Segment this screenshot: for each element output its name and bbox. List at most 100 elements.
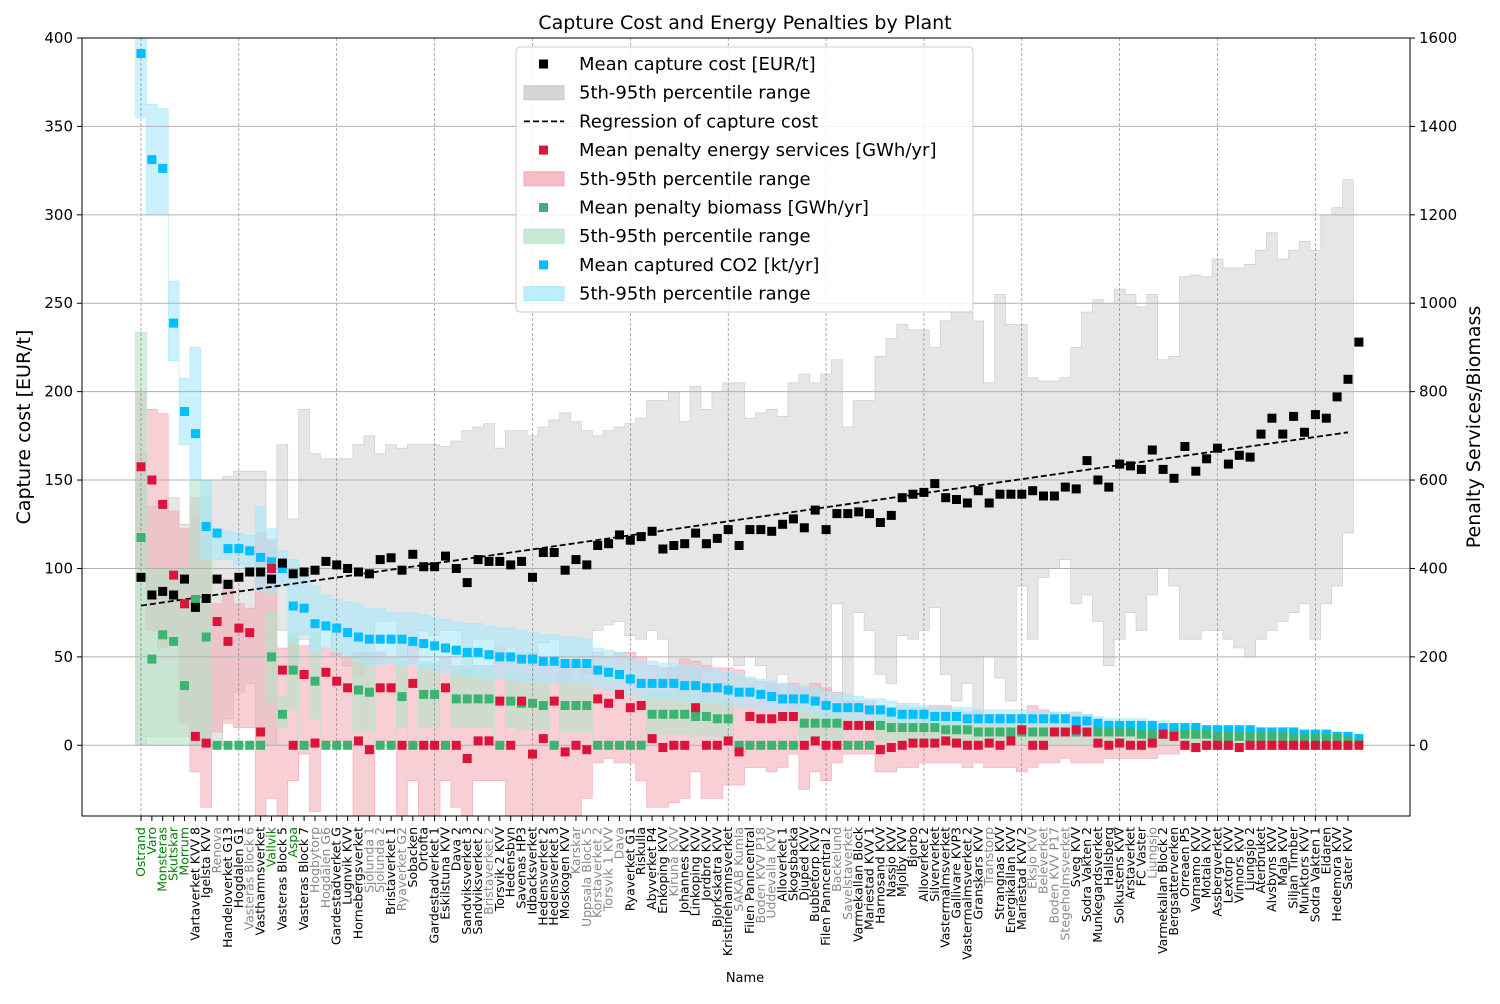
data-point: [821, 525, 831, 535]
data-point: [451, 740, 461, 750]
x-tick-label: Filen Panncentral 2: [818, 827, 833, 946]
legend-box: [515, 46, 974, 313]
x-tick-label: Munkegardsverket: [1090, 827, 1105, 943]
x-tick-label: Ryaverket G1: [622, 827, 637, 911]
data-point: [952, 495, 961, 504]
series-0: [136, 337, 1364, 612]
data-point: [147, 590, 157, 600]
data-point: [245, 567, 255, 577]
x-tick-label: Renova: [209, 827, 224, 873]
data-point: [180, 407, 189, 416]
data-point: [256, 552, 266, 562]
data-point: [636, 678, 646, 688]
data-point: [865, 705, 874, 715]
data-point: [952, 725, 961, 735]
x-tick-label: Bergsatterverken: [1166, 827, 1181, 936]
data-point: [528, 572, 537, 582]
data-point: [962, 498, 972, 508]
x-tick-label: Varo: [144, 827, 159, 855]
data-point: [1310, 740, 1320, 750]
legend-label: 5th-95th percentile range: [579, 284, 811, 305]
legend-label: Regression of capture cost: [579, 111, 818, 132]
data-point: [1017, 714, 1027, 724]
data-point: [223, 544, 233, 554]
data-point: [1234, 743, 1244, 752]
data-point: [908, 489, 918, 499]
data-point: [604, 667, 614, 677]
data-point: [1245, 740, 1255, 750]
data-point: [375, 555, 385, 565]
x-tick-label: Varnamo KVV: [1188, 827, 1203, 912]
data-point: [908, 738, 918, 748]
data-point: [354, 685, 363, 695]
x-tick-label: Aterbruket: [1253, 827, 1268, 894]
data-point: [1245, 731, 1255, 741]
data-point: [821, 701, 831, 710]
data-point: [1202, 740, 1212, 750]
data-point: [1017, 489, 1027, 499]
data-point: [321, 740, 331, 750]
data-point: [234, 623, 244, 633]
x-tick-label: Sveg KVV: [1068, 827, 1083, 888]
data-point: [1310, 410, 1320, 420]
data-point: [1147, 445, 1157, 455]
data-point: [267, 564, 276, 573]
data-point: [277, 558, 287, 568]
data-point: [745, 712, 755, 721]
legend-label: Mean penalty biomass [GWh/yr]: [579, 198, 869, 219]
data-point: [962, 714, 972, 724]
data-point: [843, 740, 853, 750]
data-point: [1136, 740, 1146, 750]
data-point: [843, 509, 853, 519]
data-point: [234, 740, 244, 750]
x-tick-label: Idbacksverket: [525, 827, 540, 915]
data-point: [821, 718, 831, 728]
data-point: [919, 709, 929, 719]
data-point: [462, 578, 472, 588]
data-point: [484, 650, 494, 660]
data-point: [832, 703, 842, 713]
data-point: [506, 560, 516, 570]
data-point: [701, 712, 711, 721]
data-point: [1278, 740, 1288, 750]
y-tick-label-right: 1600: [1419, 29, 1457, 47]
data-point: [397, 692, 407, 702]
y-axis-label-left: Capture cost [EUR/t]: [13, 330, 35, 525]
data-point: [1321, 413, 1331, 423]
x-tick-label: Gallivare KVP3: [949, 827, 964, 919]
legend-marker: [539, 145, 548, 155]
data-point: [560, 747, 570, 757]
data-point: [680, 539, 690, 549]
data-point: [364, 569, 374, 579]
data-point: [180, 599, 189, 609]
data-point: [1082, 727, 1092, 737]
data-point: [473, 736, 483, 746]
x-tick-label: Backelund: [829, 827, 844, 892]
data-point: [615, 740, 624, 750]
data-point: [1310, 734, 1320, 744]
data-point: [669, 678, 679, 688]
y-tick-label-right: 1000: [1419, 294, 1457, 312]
data-point: [549, 656, 559, 666]
data-point: [1006, 727, 1016, 737]
data-point: [1300, 740, 1309, 750]
data-point: [321, 556, 331, 566]
data-point: [158, 630, 168, 640]
x-tick-label: Mjolby KVV: [894, 827, 909, 897]
y-axis-label-right: Penalty Services/Biomass: [1463, 306, 1485, 549]
data-point: [354, 567, 363, 577]
x-tick-label: Ljungsjo: [1144, 827, 1159, 879]
data-point: [1082, 456, 1092, 466]
x-tick-label: Torsvik 1 KVV: [601, 827, 616, 913]
data-point: [788, 740, 798, 750]
data-point: [571, 740, 581, 750]
data-point: [1223, 740, 1233, 750]
x-tick-label: Linkoping KVV: [688, 827, 703, 917]
data-point: [658, 678, 668, 688]
regression-line-path: [140, 431, 1349, 607]
data-point: [484, 736, 494, 746]
data-point: [1104, 482, 1114, 492]
data-point: [691, 703, 701, 713]
data-point: [419, 689, 429, 699]
x-tick-label: Bjorkskatra KVV: [709, 827, 724, 928]
